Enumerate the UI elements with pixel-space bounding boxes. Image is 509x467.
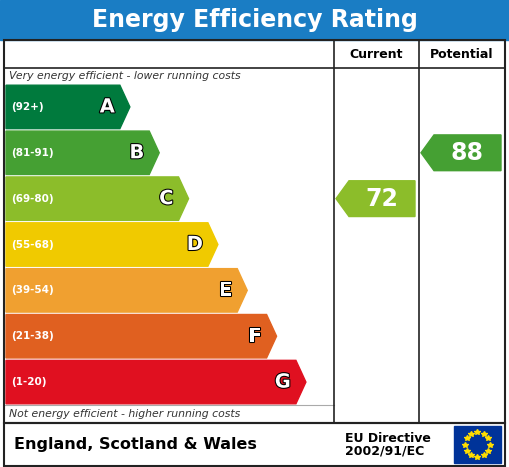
Polygon shape: [6, 361, 306, 404]
Text: (39-54): (39-54): [11, 285, 54, 295]
Text: D: D: [187, 235, 203, 254]
Text: EU Directive: EU Directive: [345, 432, 431, 445]
Bar: [4, 40, 505, 423]
Text: 72: 72: [365, 187, 399, 211]
Text: Current: Current: [350, 48, 403, 61]
Bar: [454, 426, 501, 463]
Text: Very energy efficient - lower running costs: Very energy efficient - lower running co…: [9, 71, 241, 81]
Text: Not energy efficient - higher running costs: Not energy efficient - higher running co…: [9, 409, 240, 419]
Text: E: E: [219, 281, 232, 300]
Text: (69-80): (69-80): [11, 194, 53, 204]
Text: (81-91): (81-91): [11, 148, 53, 158]
Polygon shape: [6, 223, 218, 266]
Polygon shape: [421, 135, 501, 170]
Text: F: F: [248, 327, 262, 346]
Polygon shape: [6, 314, 276, 358]
Bar: [4, 423, 505, 466]
Text: (55-68): (55-68): [11, 240, 54, 249]
Polygon shape: [6, 177, 188, 220]
Text: 2002/91/EC: 2002/91/EC: [345, 444, 424, 457]
Polygon shape: [6, 131, 159, 175]
Text: England, Scotland & Wales: England, Scotland & Wales: [14, 437, 257, 452]
Text: G: G: [275, 373, 291, 391]
Text: B: B: [129, 143, 144, 163]
Polygon shape: [336, 181, 415, 217]
Bar: [0, 0, 509, 40]
Text: (1-20): (1-20): [11, 377, 46, 387]
Text: 88: 88: [451, 141, 484, 165]
Polygon shape: [6, 269, 247, 312]
Text: C: C: [159, 189, 174, 208]
Text: (21-38): (21-38): [11, 331, 54, 341]
Text: (92+): (92+): [11, 102, 44, 112]
Text: Potential: Potential: [430, 48, 494, 61]
Text: Energy Efficiency Rating: Energy Efficiency Rating: [92, 8, 417, 32]
Polygon shape: [6, 85, 130, 128]
Text: A: A: [100, 98, 115, 116]
